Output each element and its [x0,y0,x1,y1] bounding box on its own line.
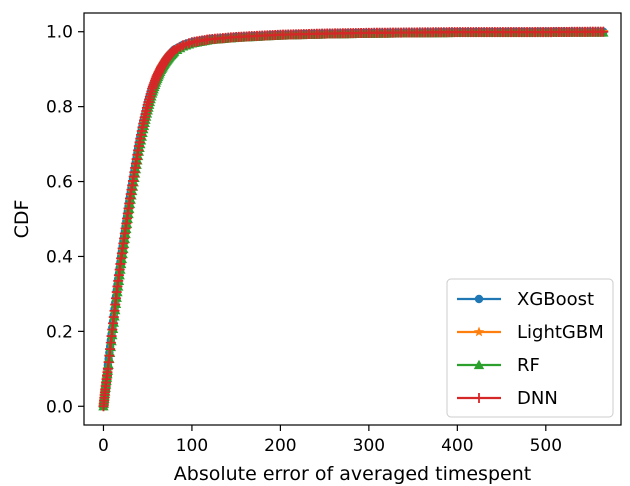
legend-item: LightGBM [457,322,604,343]
plot-marks [98,26,609,412]
y-tick-label: 0.6 [46,173,73,193]
legend: XGBoost LightGBM RF DNN [446,278,614,418]
legend-marker [474,294,484,304]
legend-label: XGBoost [517,289,594,310]
legend-marker [474,393,484,403]
x-tick-label: 200 [264,436,296,456]
legend-item: XGBoost [457,289,594,310]
legend-marker [473,359,485,370]
legend-item: DNN [457,388,558,409]
y-tick-label: 0.8 [46,98,73,118]
legend-box [446,278,614,418]
y-tick-label: 0.2 [46,322,73,342]
legend-marker [473,326,485,337]
legend-label: RF [517,355,540,376]
legend-item: RF [457,355,540,376]
y-tick-label: 0.0 [46,397,73,417]
y-tick-label: 1.0 [46,23,73,43]
x-axis-ticks: 0 100 200 300 400 500 [98,425,562,456]
x-tick-label: 400 [441,436,473,456]
data-point [598,26,609,37]
y-axis-ticks: 0.0 0.2 0.4 0.6 0.8 1.0 [46,23,84,417]
series-dnn [98,26,609,412]
x-tick-label: 0 [98,436,109,456]
plot-frame [83,12,622,426]
x-tick-label: 100 [176,436,208,456]
x-axis-label: Absolute error of averaged timespent [174,463,531,485]
y-tick-label: 0.4 [46,247,73,267]
legend-label: LightGBM [517,322,604,343]
y-axis-label: CDF [11,200,33,239]
legend-label: DNN [517,388,558,409]
x-tick-label: 500 [530,436,562,456]
x-tick-label: 300 [353,436,385,456]
